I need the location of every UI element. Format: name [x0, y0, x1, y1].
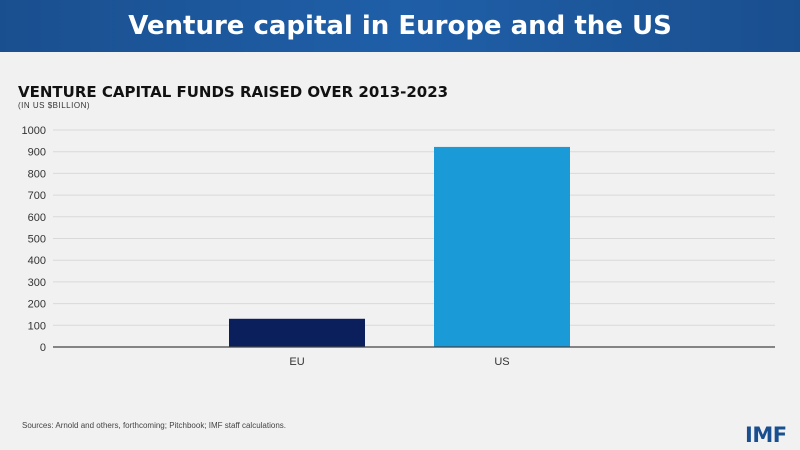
banner-title: Venture capital in Europe and the US [128, 11, 672, 41]
x-tick-label: EU [289, 356, 304, 368]
y-tick-label: 500 [28, 234, 46, 246]
chart-subtitle: (IN US $BILLION) [18, 101, 91, 110]
source-note: Sources: Arnold and others, forthcoming;… [22, 421, 286, 430]
bar-eu [229, 318, 365, 347]
y-tick-label: 600 [28, 212, 46, 224]
chart-title: VENTURE CAPITAL FUNDS RAISED OVER 2013-2… [18, 83, 449, 101]
bar-us [434, 146, 570, 347]
title-banner: Venture capital in Europe and the US [0, 0, 800, 52]
y-tick-label: 900 [28, 147, 46, 159]
y-tick-label: 100 [28, 320, 46, 332]
imf-logo: IMF [745, 423, 787, 447]
y-tick-label: 700 [28, 190, 46, 202]
y-tick-label: 200 [28, 299, 46, 311]
y-tick-label: 0 [40, 342, 46, 354]
y-tick-label: 1000 [22, 125, 46, 137]
y-tick-label: 400 [28, 255, 46, 267]
y-tick-label: 800 [28, 168, 46, 180]
y-tick-label: 300 [28, 277, 46, 289]
x-tick-label: US [494, 356, 509, 368]
